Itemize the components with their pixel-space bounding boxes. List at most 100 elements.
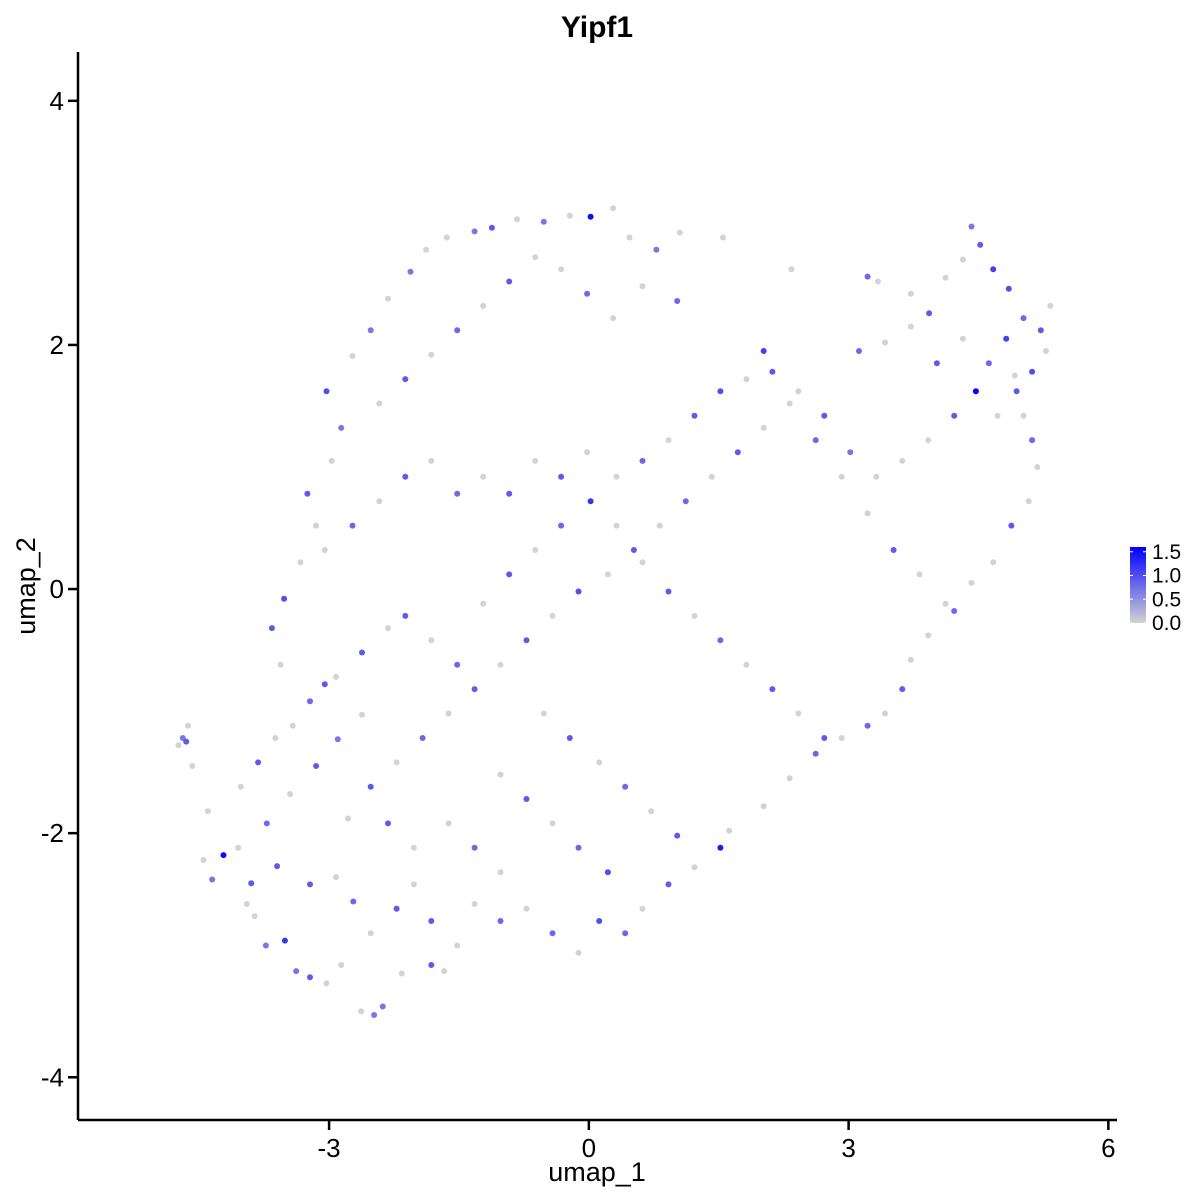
data-point: [613, 522, 620, 529]
data-point: [497, 661, 504, 668]
data-point: [864, 273, 871, 280]
colorbar-tick-label: 0.0: [1152, 612, 1181, 635]
data-point: [506, 278, 513, 285]
data-point: [639, 559, 646, 566]
data-point: [916, 571, 923, 578]
data-point: [277, 661, 284, 668]
data-point: [575, 949, 582, 956]
data-point: [506, 571, 513, 578]
data-point: [445, 820, 452, 827]
data-point: [349, 352, 356, 359]
data-point: [204, 808, 211, 815]
data-point: [875, 278, 881, 285]
data-point: [596, 759, 603, 766]
data-point: [488, 224, 495, 231]
data-point: [769, 686, 776, 693]
data-point: [795, 710, 802, 717]
y-tick-label: 0: [50, 574, 64, 604]
data-point: [385, 625, 391, 632]
data-point: [907, 656, 914, 663]
data-point: [676, 229, 683, 236]
data-point: [307, 698, 313, 705]
data-point: [959, 256, 966, 263]
data-point: [626, 234, 633, 241]
data-point: [471, 901, 478, 907]
data-point: [769, 368, 776, 375]
data-point: [393, 905, 400, 912]
data-point: [1029, 437, 1036, 444]
data-point: [514, 216, 520, 223]
data-point: [274, 863, 281, 870]
data-point: [788, 266, 795, 273]
data-point: [471, 228, 478, 235]
data-point: [1037, 327, 1044, 334]
data-point: [708, 473, 715, 480]
data-point: [189, 763, 196, 769]
data-point: [985, 360, 992, 367]
data-point: [350, 898, 357, 905]
chart-title: Yipf1: [561, 11, 633, 44]
data-point: [268, 625, 275, 632]
data-point: [743, 376, 750, 383]
y-tick-label: -2: [41, 818, 64, 848]
data-point: [990, 266, 997, 273]
data-point: [1025, 498, 1032, 505]
x-tick-label: 6: [1101, 1133, 1115, 1163]
colorbar-tick-label: 1.5: [1152, 541, 1181, 564]
data-point: [359, 649, 365, 656]
data-point: [307, 881, 313, 888]
data-point: [506, 490, 513, 497]
data-point: [959, 335, 966, 342]
data-point: [323, 980, 330, 987]
data-point: [419, 735, 426, 741]
data-point: [674, 298, 681, 304]
data-point: [899, 457, 906, 464]
data-point: [209, 876, 216, 883]
data-point: [297, 559, 304, 566]
data-point: [717, 637, 724, 644]
data-point: [371, 1012, 378, 1018]
colorbar: [1130, 547, 1146, 623]
data-point: [890, 547, 897, 553]
data-point: [333, 673, 339, 680]
data-point: [786, 400, 793, 407]
data-point: [691, 412, 698, 419]
data-point: [847, 449, 854, 456]
data-point: [587, 213, 594, 220]
data-point: [532, 457, 539, 464]
data-point: [281, 595, 288, 602]
points-layer: [175, 205, 1054, 1018]
data-point: [639, 457, 646, 464]
data-point: [549, 612, 556, 619]
data-point: [821, 735, 828, 741]
data-point: [925, 437, 932, 444]
data-point: [428, 457, 435, 464]
data-point: [925, 632, 932, 639]
data-point: [281, 937, 288, 944]
data-point: [587, 498, 594, 505]
data-point: [321, 681, 328, 688]
colorbar-tick-label: 0.5: [1152, 588, 1181, 611]
x-ticks: -3 0 3 6: [318, 1120, 1116, 1163]
data-point: [321, 547, 328, 553]
data-point: [497, 771, 504, 778]
data-point: [674, 832, 681, 839]
data-point: [248, 880, 255, 887]
data-point: [540, 218, 547, 225]
data-point: [1011, 372, 1018, 379]
data-point: [942, 274, 949, 281]
data-point: [480, 600, 487, 607]
data-point: [977, 241, 984, 248]
y-tick-label: 4: [50, 86, 64, 116]
data-point: [523, 637, 530, 644]
data-point: [243, 901, 250, 907]
x-axis-label: umap_1: [548, 1157, 646, 1187]
data-point: [558, 266, 565, 273]
data-point: [402, 376, 409, 383]
y-tick-label: -4: [41, 1062, 64, 1092]
data-point: [376, 400, 383, 407]
data-point: [972, 388, 979, 395]
data-point: [760, 803, 767, 810]
data-point: [379, 1003, 386, 1010]
